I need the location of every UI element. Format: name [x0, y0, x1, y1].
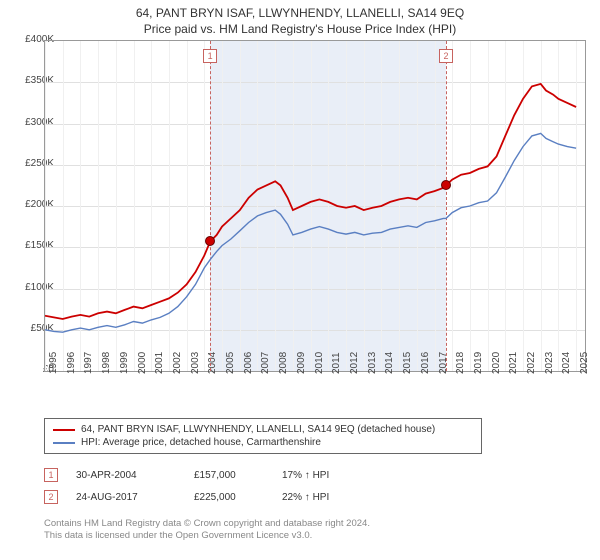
- sale-price: £157,000: [194, 470, 264, 481]
- sale-hpi-delta: 17% ↑ HPI: [282, 470, 352, 481]
- sale-row: 2 24-AUG-2017 £225,000 22% ↑ HPI: [44, 486, 600, 508]
- legend-swatch: [53, 442, 75, 444]
- legend-swatch: [53, 429, 75, 431]
- sale-marker-number: 1: [203, 49, 217, 63]
- legend-row: 64, PANT BRYN ISAF, LLWYNHENDY, LLANELLI…: [53, 423, 473, 436]
- series-line-hpi: [45, 133, 576, 332]
- legend-label: 64, PANT BRYN ISAF, LLWYNHENDY, LLANELLI…: [81, 424, 435, 435]
- legend-label: HPI: Average price, detached house, Carm…: [81, 437, 321, 448]
- footer-line-1: Contains HM Land Registry data © Crown c…: [44, 518, 600, 530]
- legend-row: HPI: Average price, detached house, Carm…: [53, 436, 473, 449]
- sale-number-box: 2: [44, 490, 58, 504]
- title-block: 64, PANT BRYN ISAF, LLWYNHENDY, LLANELLI…: [0, 0, 600, 36]
- legend-box: 64, PANT BRYN ISAF, LLWYNHENDY, LLANELLI…: [44, 418, 482, 454]
- chart-title-address: 64, PANT BRYN ISAF, LLWYNHENDY, LLANELLI…: [0, 6, 600, 20]
- series-svg: [45, 41, 585, 371]
- plot-area: 12: [44, 40, 586, 372]
- sale-date: 24-AUG-2017: [76, 492, 176, 503]
- sale-date: 30-APR-2004: [76, 470, 176, 481]
- sales-table: 1 30-APR-2004 £157,000 17% ↑ HPI 2 24-AUG-201…: [44, 464, 600, 508]
- sale-price: £225,000: [194, 492, 264, 503]
- sale-number-box: 1: [44, 468, 58, 482]
- footer-attribution: Contains HM Land Registry data © Crown c…: [44, 518, 600, 543]
- sale-row: 1 30-APR-2004 £157,000 17% ↑ HPI: [44, 464, 600, 486]
- sale-hpi-delta: 22% ↑ HPI: [282, 492, 352, 503]
- series-line-price_paid: [45, 84, 576, 319]
- chart-subtitle: Price paid vs. HM Land Registry's House …: [0, 22, 600, 36]
- chart-container: 64, PANT BRYN ISAF, LLWYNHENDY, LLANELLI…: [0, 0, 600, 543]
- sale-marker-number: 2: [439, 49, 453, 63]
- footer-line-2: This data is licensed under the Open Gov…: [44, 530, 600, 542]
